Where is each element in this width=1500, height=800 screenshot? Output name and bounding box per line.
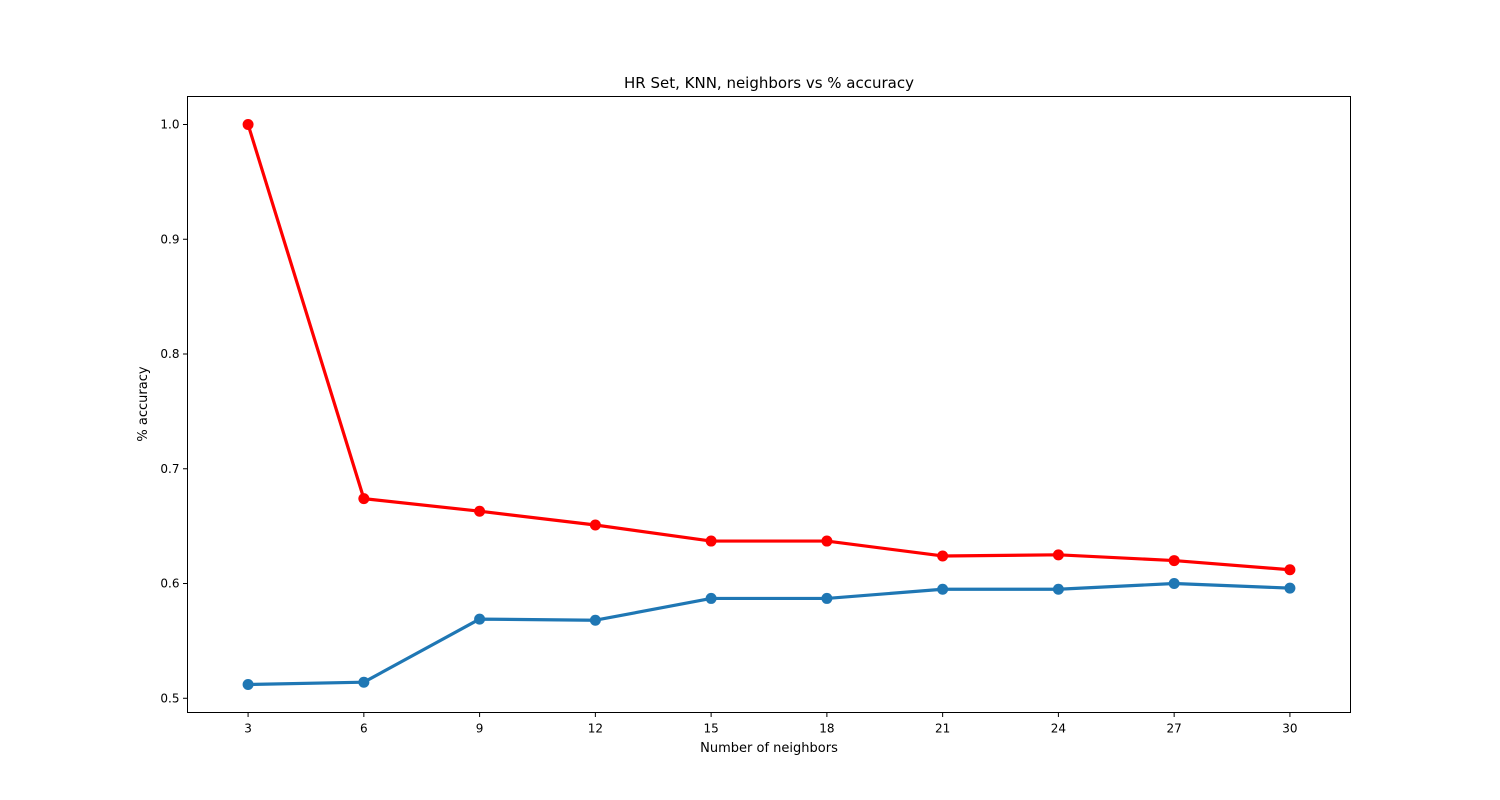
- y-tick-label: 1.0: [160, 118, 179, 132]
- x-tick-label: 6: [360, 722, 368, 736]
- x-tick-label: 30: [1282, 722, 1297, 736]
- data-point: [1052, 549, 1064, 561]
- y-tick-label: 0.6: [160, 577, 179, 591]
- data-point: [242, 679, 254, 690]
- data-point: [937, 583, 949, 595]
- chart-title: HR Set, KNN, neighbors vs % accuracy: [624, 74, 914, 92]
- y-tick-label: 0.7: [160, 462, 179, 476]
- y-axis-label: % accuracy: [136, 366, 151, 441]
- series-2: [242, 578, 1296, 690]
- y-tick-label: 0.9: [160, 232, 179, 246]
- data-point: [1284, 582, 1296, 594]
- data-point: [1052, 583, 1064, 595]
- x-tick-label: 24: [1051, 722, 1066, 736]
- y-tick-label: 0.8: [160, 347, 179, 361]
- data-point: [589, 614, 601, 626]
- x-tick-label: 9: [476, 722, 484, 736]
- data-point: [358, 676, 370, 688]
- plot-frame: [187, 96, 1351, 713]
- data-point: [474, 613, 486, 625]
- data-point: [589, 519, 601, 531]
- x-tick-label: 3: [244, 722, 252, 736]
- data-point: [474, 505, 486, 517]
- data-point: [1168, 578, 1180, 590]
- data-point: [242, 119, 254, 130]
- data-point: [937, 550, 949, 562]
- plot-area: [242, 119, 1296, 690]
- y-tick-label: 0.5: [160, 691, 179, 705]
- data-point: [1168, 555, 1180, 567]
- x-tick-label: 27: [1167, 722, 1182, 736]
- series-1: [242, 119, 1296, 576]
- x-tick-label: 18: [819, 722, 834, 736]
- series-line: [246, 122, 1292, 572]
- x-tick-label: 15: [703, 722, 718, 736]
- data-point: [821, 535, 833, 547]
- y-axis: 0.5 0.6 0.7 0.8 0.9 1.0: [160, 118, 188, 705]
- data-point: [705, 592, 717, 604]
- data-point: [821, 592, 833, 604]
- x-axis-label: Number of neighbors: [700, 741, 838, 756]
- data-point: [358, 493, 370, 505]
- data-point: [1284, 564, 1296, 576]
- data-point: [705, 535, 717, 547]
- x-tick-label: 12: [588, 722, 603, 736]
- series-line: [246, 581, 1292, 687]
- x-tick-label: 21: [935, 722, 950, 736]
- x-axis: 3 6 9 12 15 18 21 24 27 30: [244, 712, 1298, 736]
